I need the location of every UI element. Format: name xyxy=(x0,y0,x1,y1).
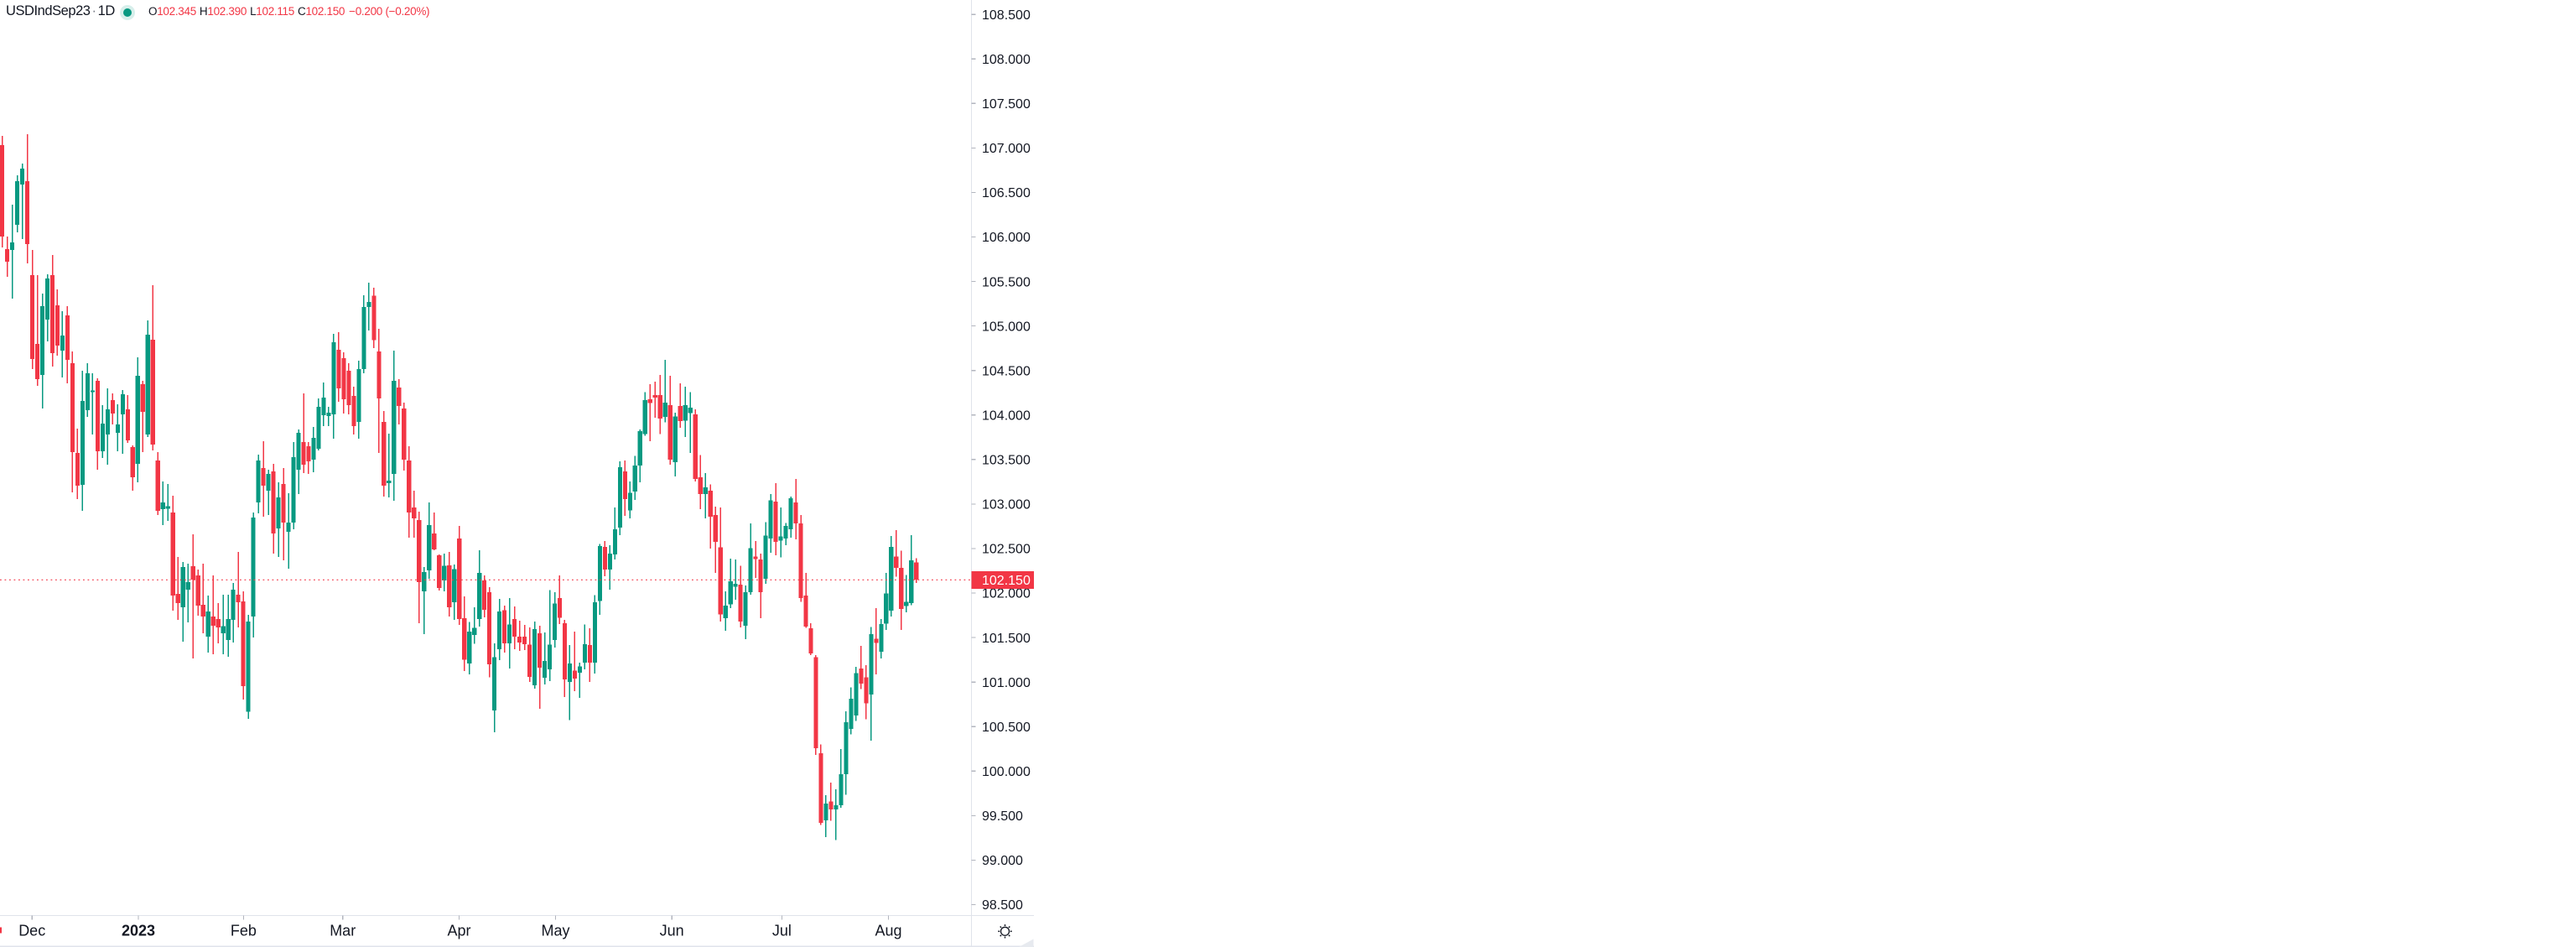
svg-text:Mar: Mar xyxy=(330,923,356,939)
svg-text:102.150: 102.150 xyxy=(982,574,1031,588)
svg-text:102.000: 102.000 xyxy=(982,587,1031,601)
svg-text:101.500: 101.500 xyxy=(982,632,1031,646)
svg-text:Apr: Apr xyxy=(447,923,470,939)
svg-text:98.500: 98.500 xyxy=(982,898,1023,913)
svg-text:108.500: 108.500 xyxy=(982,8,1031,23)
svg-text:99.000: 99.000 xyxy=(982,854,1023,868)
svg-text:Aug: Aug xyxy=(875,923,901,939)
svg-text:104.000: 104.000 xyxy=(982,409,1031,424)
svg-text:105.500: 105.500 xyxy=(982,275,1031,289)
svg-text:100.500: 100.500 xyxy=(982,721,1031,735)
svg-text:2023: 2023 xyxy=(122,923,155,939)
svg-text:108.000: 108.000 xyxy=(982,53,1031,67)
svg-text:103.500: 103.500 xyxy=(982,454,1031,468)
svg-text:Jun: Jun xyxy=(660,923,684,939)
svg-text:107.500: 107.500 xyxy=(982,97,1031,112)
svg-text:102.500: 102.500 xyxy=(982,543,1031,557)
svg-text:106.000: 106.000 xyxy=(982,231,1031,245)
svg-text:103.000: 103.000 xyxy=(982,498,1031,513)
svg-text:Jul: Jul xyxy=(772,923,792,939)
svg-text:May: May xyxy=(541,923,569,939)
svg-text:107.000: 107.000 xyxy=(982,142,1031,156)
svg-text:104.500: 104.500 xyxy=(982,364,1031,378)
svg-text:105.000: 105.000 xyxy=(982,320,1031,334)
svg-text:99.500: 99.500 xyxy=(982,809,1023,824)
svg-text:100.000: 100.000 xyxy=(982,765,1031,779)
svg-text:Feb: Feb xyxy=(231,923,257,939)
svg-text:Dec: Dec xyxy=(18,923,45,939)
svg-text:101.000: 101.000 xyxy=(982,676,1031,690)
svg-text:106.500: 106.500 xyxy=(982,186,1031,200)
